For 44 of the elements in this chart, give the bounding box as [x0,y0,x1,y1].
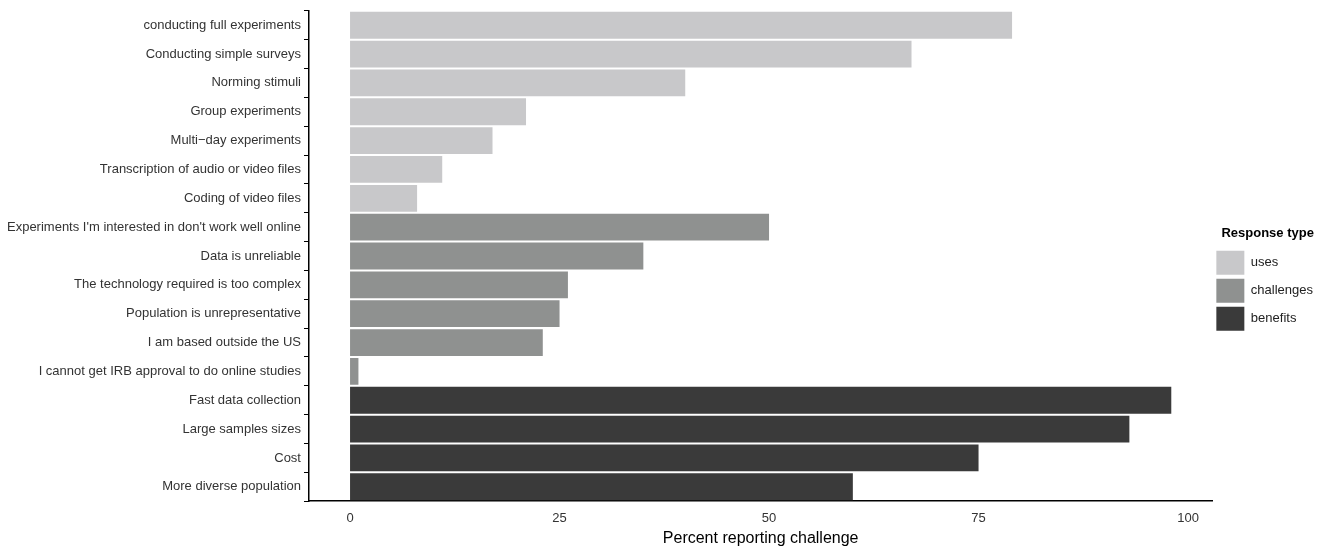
bar [350,184,418,212]
x-tick-label: 50 [761,509,777,525]
x-tick-label: 75 [971,509,986,525]
bar [350,329,543,356]
y-tick-label: Large samples sizes [182,420,302,436]
y-tick-label: Multi−day experiments [170,132,302,148]
y-tick-label: The technology required is too complex [74,276,302,292]
bar [350,242,644,270]
y-tick-label: Norming stimuli [211,74,302,90]
bar [350,357,359,385]
y-tick-label: Cost [274,449,302,465]
bar [350,127,493,155]
bar [350,98,527,126]
bar [350,300,560,328]
bar [350,11,1013,39]
bar [350,271,568,299]
y-tick-label: Conducting simple surveys [145,45,302,61]
bar [350,386,1172,414]
y-tick-label: Experiments I'm interested in don't work well online [6,218,301,234]
y-tick-label: Population is unrepresentative [126,305,301,321]
y-tick-label: Coding of video files [183,189,302,205]
bar [350,156,443,183]
legend-label: uses [1250,254,1279,270]
y-tick-label: Data is unreliable [200,247,301,263]
y-tick-label: More diverse population [162,478,301,494]
legend-label: challenges [1250,282,1314,298]
y-tick-label: I am based outside the US [147,334,302,350]
bar [350,444,979,472]
y-tick-label: Group experiments [190,103,302,119]
x-tick-label: 0 [346,509,354,525]
y-tick-label: I cannot get IRB approval to do online studies [38,362,302,378]
x-axis-title: Percent reporting challenge [662,528,859,546]
bar [350,415,1130,443]
x-tick-label: 100 [1177,509,1199,525]
legend-title: Response type [1221,225,1314,241]
bar [350,213,770,241]
y-tick-label: Fast data collection [188,391,301,407]
y-tick-label: conducting full experiments [143,16,302,32]
bar [350,40,912,68]
y-tick-label: Transcription of audio or video files [99,161,302,177]
legend-label: benefits [1250,310,1297,326]
bar [350,473,853,501]
x-tick-label: 25 [552,509,567,525]
bar [350,69,686,97]
